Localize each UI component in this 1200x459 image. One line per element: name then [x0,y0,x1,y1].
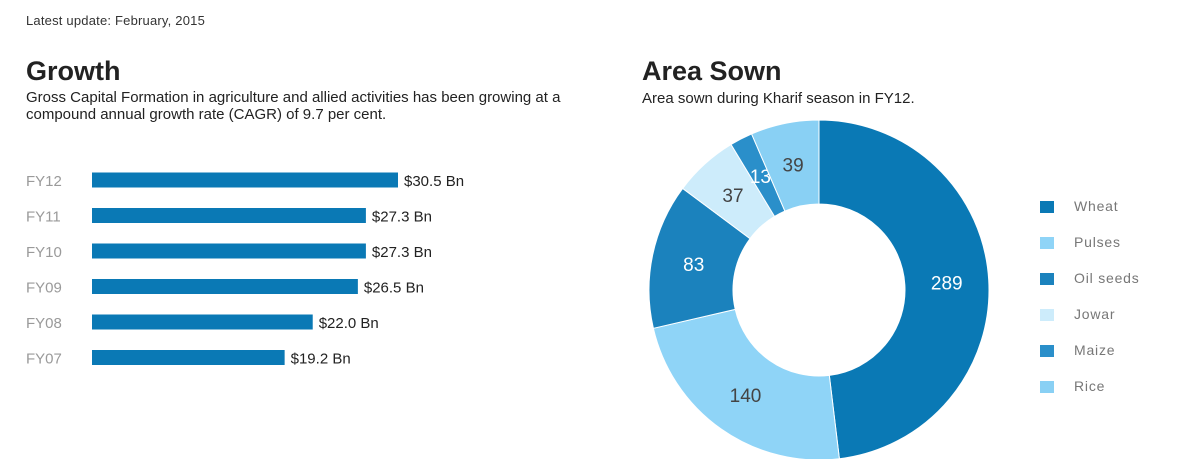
slice-pulses [652,308,840,459]
legend-swatch [1040,237,1054,249]
legend-swatch [1040,201,1054,213]
bar-value-label: $30.5 Bn [404,173,464,190]
bar-category-label: FY07 [26,351,62,368]
legend-label: Rice [1074,378,1106,394]
area-sown-donut-chart: 289 140 83 37 13 39 [648,120,990,459]
bar-value-label: $19.2 Bn [291,351,351,368]
slice-value-label: 37 [722,186,743,207]
legend-item-oil-seeds: Oil seeds [1040,270,1140,306]
legend-label: Jowar [1074,306,1116,322]
bar-value-label: $27.3 Bn [372,244,432,261]
legend-item-pulses: Pulses [1040,234,1140,270]
legend-item-rice: Rice [1040,378,1140,414]
bar-fy11 [92,208,366,223]
slice-value-label: 13 [750,167,771,188]
legend-swatch [1040,381,1054,393]
legend-label: Oil seeds [1074,270,1140,286]
legend-item-maize: Maize [1040,342,1140,378]
area-sown-title: Area Sown [642,56,782,86]
bar-value-label: $26.5 Bn [364,280,424,297]
growth-title: Growth [26,56,121,86]
bar-fy12 [92,172,398,188]
update-text: Latest update: February, 2015 [26,13,206,28]
bar-category-label: FY10 [26,244,62,261]
slice-rice [750,120,820,212]
legend-swatch [1040,345,1054,357]
bar-value-label: $27.3 Bn [372,209,432,226]
growth-bar-chart: FY12 $30.5 Bn FY11 $27.3 Bn FY10 $27.3 Bn FY09… [26,172,464,368]
slice-wheat [818,120,990,459]
bar-fy07 [92,350,285,365]
slice-value-label: 39 [783,156,804,177]
area-sown-subtitle: Area sown during Kharif season in FY12. [642,90,915,107]
bar-category-label: FY12 [26,173,62,190]
slice-value-label: 140 [730,386,762,407]
legend-item-jowar: Jowar [1040,306,1140,342]
bar-category-label: FY09 [26,280,62,297]
bar-category-label: FY08 [26,315,62,332]
slice-value-label: 289 [931,273,963,294]
bar-fy10 [92,243,366,259]
bar-category-label: FY11 [26,209,61,226]
legend-label: Wheat [1074,198,1119,214]
bar-value-label: $22.0 Bn [319,315,379,332]
bar-fy09 [92,279,358,294]
slice-value-label: 83 [683,255,704,276]
legend-swatch [1040,273,1054,285]
growth-subtitle: Gross Capital Formation in agriculture a… [26,89,561,123]
legend-label: Maize [1074,342,1116,358]
bar-fy08 [92,314,313,330]
area-sown-legend: Wheat Pulses Oil seeds Jowar Maize Rice [1040,198,1140,414]
legend-item-wheat: Wheat [1040,198,1140,234]
legend-label: Pulses [1074,234,1121,250]
legend-swatch [1040,309,1054,321]
